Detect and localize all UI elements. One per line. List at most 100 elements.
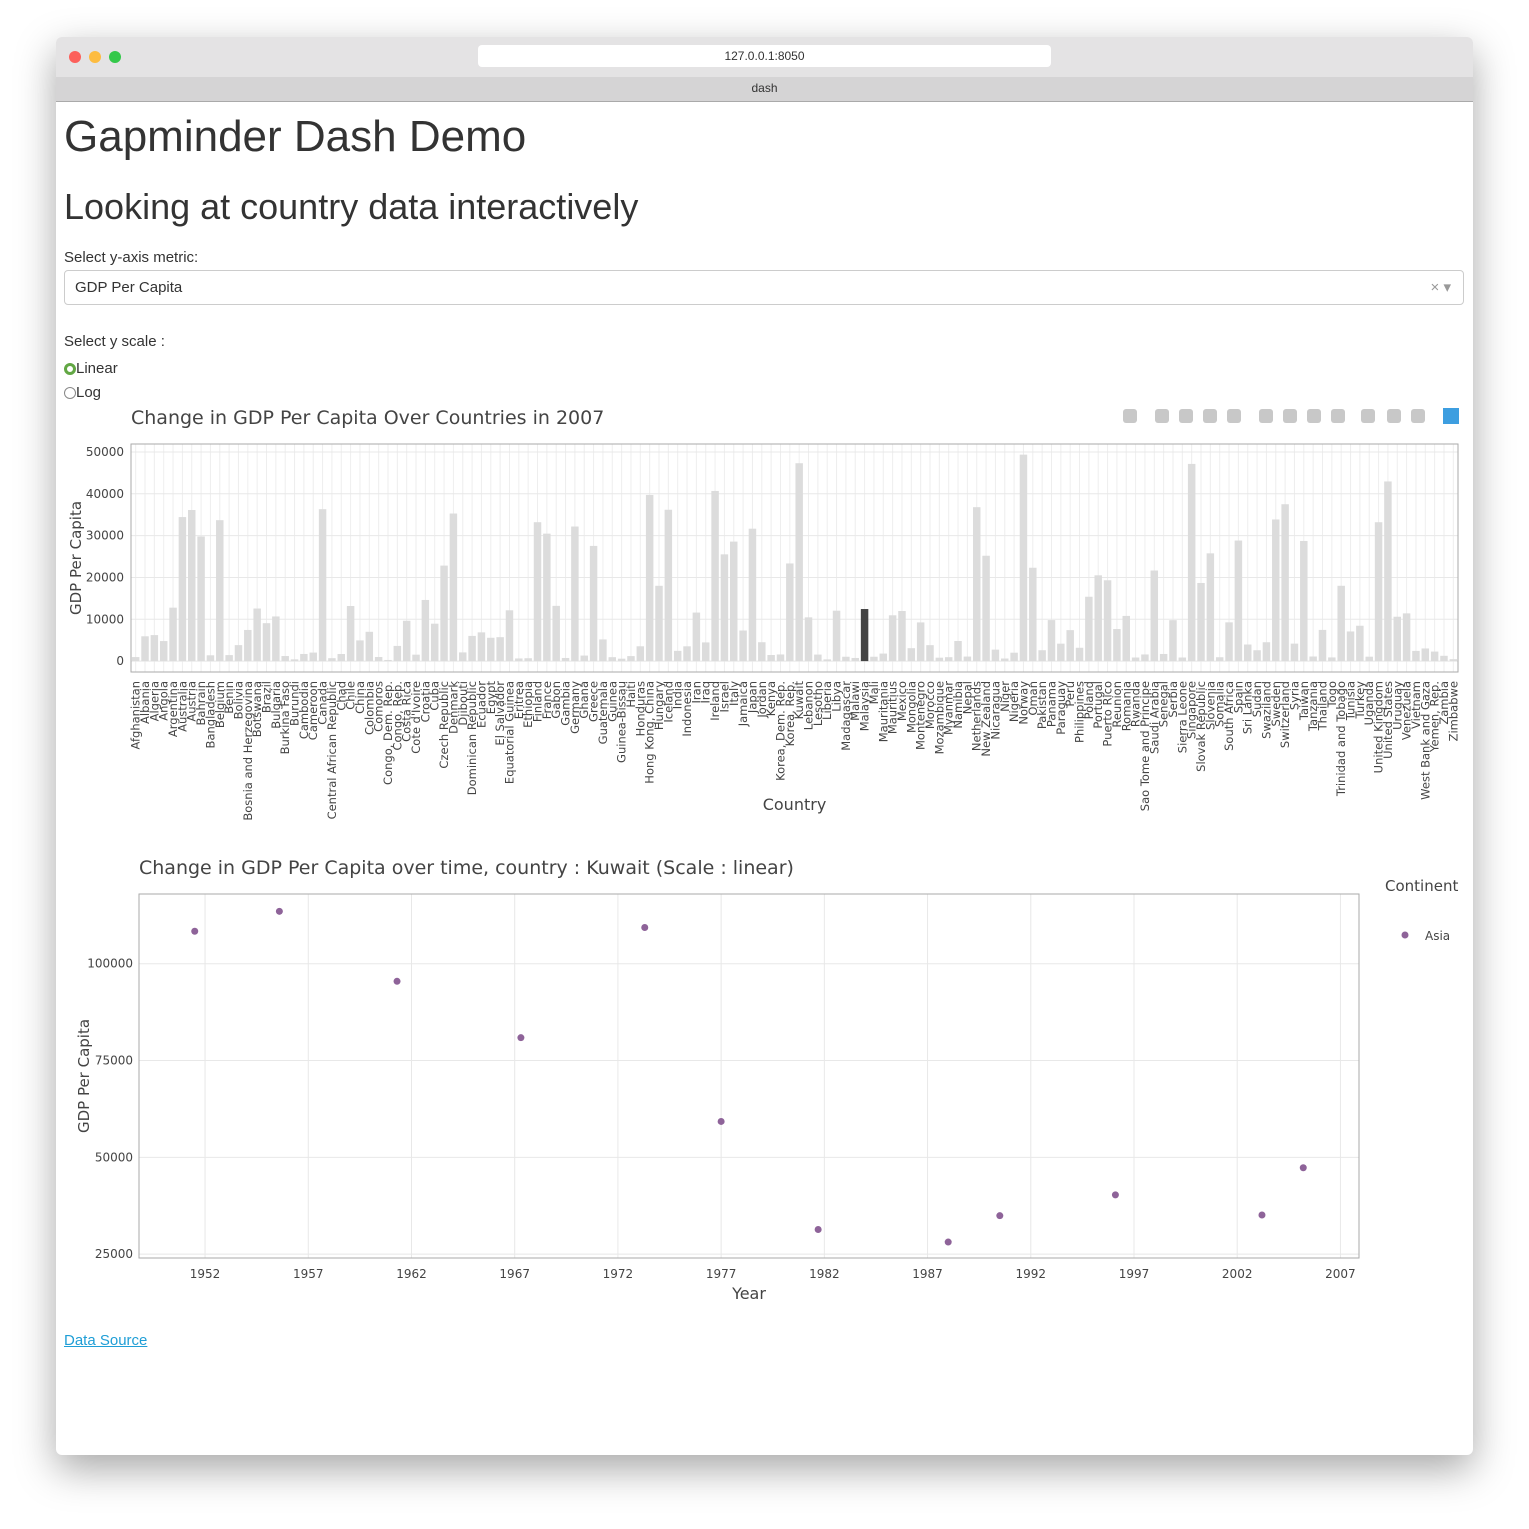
bar [720, 554, 729, 662]
radio-label: Linear [76, 360, 118, 377]
x-tick-label: Italy [727, 681, 741, 706]
x-tick-label: Poland [1082, 681, 1096, 719]
radio-option[interactable]: Log [64, 381, 118, 405]
bar [159, 641, 168, 662]
x-tick-label: Croatia [418, 681, 432, 722]
plot-border [130, 443, 1459, 673]
x-tick-label: Paraguay [1054, 681, 1068, 735]
metric-dropdown[interactable]: GDP Per Capita × ▾ [64, 270, 1464, 305]
bar [272, 616, 280, 662]
bar [1131, 657, 1140, 662]
x-tick-label: Sao Tome and Principe [1138, 681, 1152, 811]
bar [1421, 648, 1430, 662]
bar [1393, 616, 1401, 662]
x-tick-label: Norway [1016, 681, 1030, 725]
point [1111, 1191, 1119, 1199]
x-tick-label: France [540, 681, 554, 719]
x-tick-label: Algeria [147, 681, 161, 721]
y-axis-title: GDP Per Capita [67, 501, 85, 615]
x-tick-label: Libya [830, 681, 844, 712]
bar [926, 645, 934, 662]
bar [842, 656, 850, 662]
x-tick-label: 1962 [396, 1267, 427, 1281]
x-tick-label: Comoros [372, 681, 386, 732]
bar [169, 607, 177, 662]
x-tick-label: Benin [222, 681, 236, 714]
bar [589, 545, 598, 662]
x-tick-label: Uganda [1362, 681, 1376, 725]
x-tick-label: Nicaragua [988, 681, 1002, 740]
x-axis-title: Year [731, 1284, 766, 1303]
bar [356, 640, 364, 662]
bar [1374, 522, 1383, 662]
x-tick-label: Morocco [923, 681, 937, 729]
modebar-icon [1331, 409, 1345, 423]
x-tick-label: Mongolia [904, 681, 918, 733]
radio-circle[interactable] [64, 387, 76, 399]
x-tick-label: Reunion [1110, 681, 1124, 728]
x-tick-label: United States [1381, 681, 1395, 759]
x-tick-label: Peru [1063, 681, 1077, 707]
x-tick-label: Panama [1044, 681, 1058, 727]
bar [627, 656, 635, 662]
x-tick-label: Turkey [1353, 681, 1367, 720]
x-tick-label: 2002 [1222, 1267, 1253, 1281]
bar [991, 649, 1000, 662]
bar [655, 585, 663, 662]
x-tick-label: Mozambique [932, 681, 946, 754]
x-tick-label: Bosnia and Herzegovina [241, 681, 255, 821]
bar [188, 509, 196, 662]
x-tick-label: Malaysia [858, 681, 872, 731]
x-tick-label: Bulgaria [269, 681, 283, 729]
bar [851, 657, 859, 662]
bar [683, 646, 691, 662]
data-source-link[interactable]: Data Source [64, 1332, 148, 1349]
modebar-icon [1179, 409, 1193, 423]
bar [916, 622, 925, 662]
x-tick-label: Haiti [624, 681, 638, 708]
x-tick-label: Vietnam [1409, 681, 1423, 729]
x-tick-label: South Africa [1222, 681, 1236, 751]
x-tick-label: 1992 [1016, 1267, 1047, 1281]
plot-frame [138, 893, 1360, 1259]
x-tick-label: Sweden [1269, 681, 1283, 726]
bar [1001, 658, 1009, 662]
modebar-icon [1411, 409, 1425, 423]
x-tick-label: Australia [175, 681, 189, 732]
x-tick-label: Namibia [951, 681, 965, 729]
bar [571, 526, 579, 662]
bar [1094, 575, 1102, 662]
bar [580, 655, 588, 662]
bar [496, 637, 504, 662]
x-tick-label: Albania [138, 681, 152, 724]
x-tick-label: Kuwait [792, 681, 806, 720]
bar [1356, 625, 1364, 662]
bar [131, 657, 140, 662]
radio-option[interactable]: Linear [64, 357, 118, 381]
bar [244, 629, 252, 662]
page-subtitle: Looking at country data interactively [64, 186, 639, 227]
x-tick-label: Chile [344, 681, 358, 710]
x-tick-label: Afghanistan [129, 681, 143, 749]
scale-radio-group: Linear Log [64, 357, 118, 405]
x-tick-label: Belgium [213, 681, 227, 728]
address-bar[interactable]: 127.0.0.1:8050 [478, 45, 1051, 67]
x-tick-label: Zambia [1437, 681, 1451, 725]
bar [599, 639, 607, 662]
bar [1272, 519, 1280, 662]
bar [412, 654, 420, 662]
bar [888, 615, 897, 662]
tab[interactable]: dash [751, 81, 778, 95]
bar [664, 509, 673, 662]
bar [524, 658, 532, 662]
bar [1365, 656, 1373, 662]
x-tick-label: 1967 [499, 1267, 530, 1281]
bar [1029, 567, 1037, 662]
point [641, 924, 649, 932]
x-tick-label: Puerto Rico [1101, 681, 1115, 747]
x-tick-label: Czech Republic [437, 681, 451, 769]
x-tick-label: Slovenia [1203, 681, 1217, 730]
x-tick-label: Bahrain [194, 681, 208, 725]
radio-circle[interactable] [64, 363, 76, 375]
x-tick-label: Bolivia [231, 681, 245, 719]
